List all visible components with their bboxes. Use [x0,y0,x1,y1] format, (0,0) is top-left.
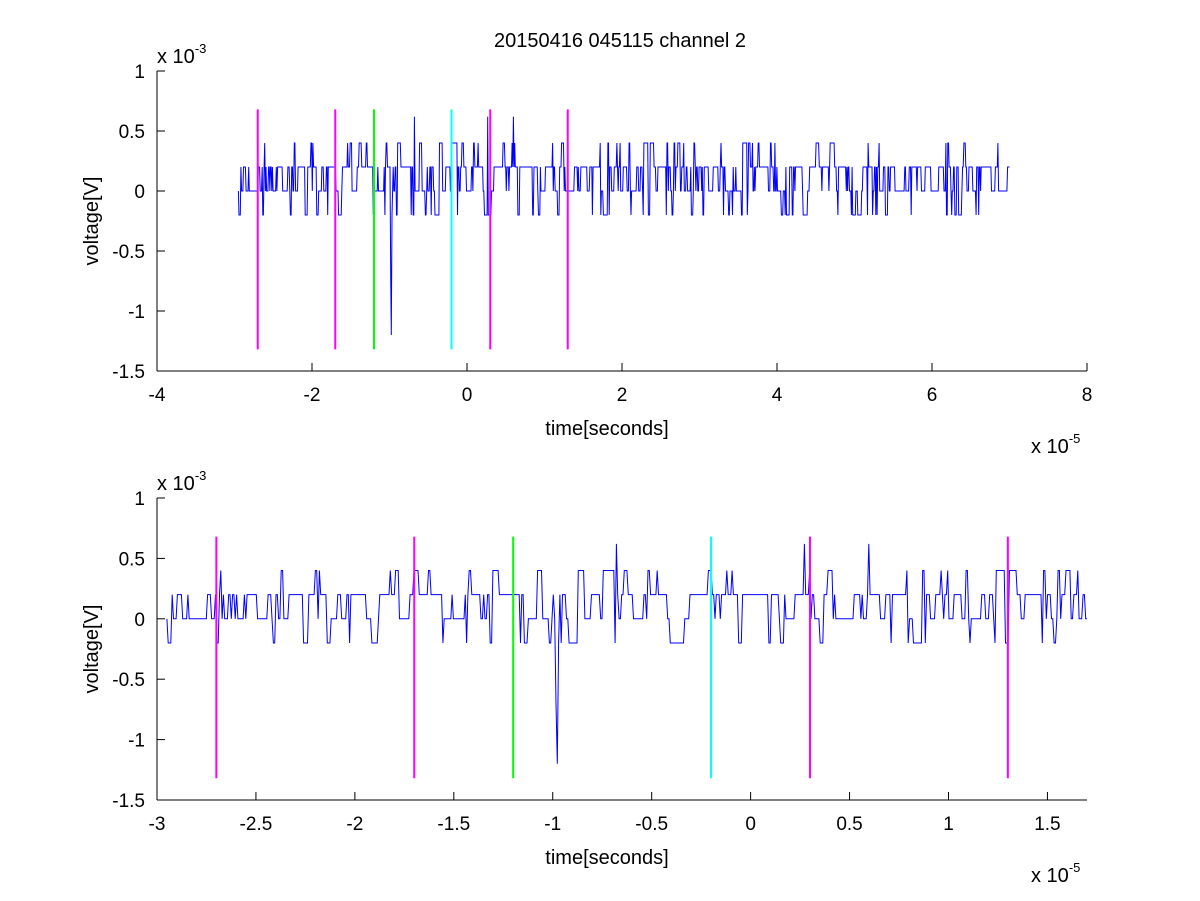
x-axis-label: time[seconds] [545,418,668,440]
y-tick-label: -0.5 [112,242,145,263]
x-tick-label: -0.5 [635,814,668,835]
y-tick-label: -1 [128,302,145,323]
x-tick-label: -1 [544,814,561,835]
x-tick-label: 0.5 [836,814,862,835]
axes-full-trace: -1.5 -1 -0.5 0 0.5 1 -4 -2 0 2 4 6 8 time[seconds] vol… [81,41,1092,458]
y-tick-label: 0 [134,610,145,631]
x-tick-label: 2 [617,385,628,406]
x-tick-label: -2 [304,385,321,406]
signal-trace [166,543,1087,764]
x-tick-label: -2.5 [240,814,273,835]
y-tick-label: -1.5 [112,791,145,812]
y-tick-label: -0.5 [112,670,145,691]
axes-zoomed-trace: -1.5 -1 -0.5 0 0.5 1 -3 -2.5 -2 -1.5 -1 -0.5 0 0.5 1 1.… [81,468,1087,887]
x-axis-label: time[seconds] [545,847,668,869]
x-tick-label: 0 [462,385,473,406]
x-tick-label: 0 [745,814,756,835]
y-axis-label: voltage[V] [81,177,103,266]
plot-area [237,109,1010,350]
y-tick-label: 0 [134,182,145,203]
x-multiplier: x 10-5 [1031,431,1080,458]
y-multiplier: x 10-3 [157,41,206,68]
y-tick-label: 1 [134,62,145,83]
y-tick-label: 1 [134,489,145,510]
x-tick-label: 1 [943,814,954,835]
x-tick-label: 4 [772,385,783,406]
plot-area [166,536,1087,779]
figure-title: 20150416 045115 channel 2 [494,30,746,52]
y-tick-label: 0.5 [119,549,145,570]
x-tick-label: -2 [346,814,363,835]
signal-trace [237,116,1010,336]
y-multiplier: x 10-3 [157,468,206,495]
x-tick-label: 8 [1082,385,1093,406]
y-axis-label: voltage[V] [81,605,103,694]
x-tick-label: 6 [927,385,938,406]
y-tick-label: -1.5 [112,362,145,383]
y-tick-label: -1 [128,731,145,752]
x-tick-label: -3 [149,814,166,835]
y-tick-label: 0.5 [119,122,145,143]
x-tick-label: -4 [149,385,166,406]
x-tick-label: 1.5 [1034,814,1060,835]
x-multiplier: x 10-5 [1031,860,1080,887]
x-tick-label: -1.5 [437,814,470,835]
